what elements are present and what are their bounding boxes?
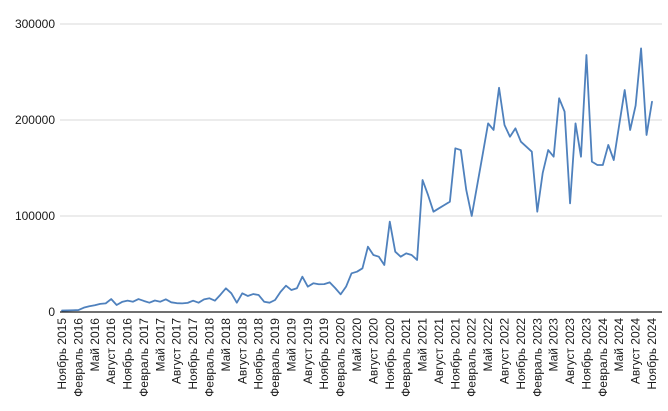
x-tick-label: Май 2021 bbox=[416, 318, 430, 372]
x-tick-label: Ноябрь 2016 bbox=[121, 318, 135, 390]
x-tick-label: Август 2022 bbox=[498, 318, 512, 384]
x-tick-label: Февраль 2022 bbox=[465, 318, 479, 397]
x-tick-label: Ноябрь 2022 bbox=[514, 318, 528, 390]
x-tick-label: Февраль 2020 bbox=[334, 318, 348, 397]
x-tick-label: Февраль 2018 bbox=[203, 318, 217, 397]
horizontal-gridlines bbox=[60, 23, 662, 217]
x-tick-label: Февраль 2017 bbox=[137, 318, 151, 397]
x-tick-label: Май 2016 bbox=[88, 318, 102, 372]
x-tick-label: Август 2023 bbox=[563, 318, 577, 384]
x-tick-label: Ноябрь 2023 bbox=[579, 318, 593, 390]
x-tick-label: Февраль 2024 bbox=[596, 318, 610, 397]
x-tick-label: Февраль 2023 bbox=[530, 318, 544, 397]
x-tick-label: Май 2024 bbox=[612, 318, 626, 372]
x-tick-label: Август 2016 bbox=[104, 318, 118, 384]
x-tick-label: Август 2019 bbox=[301, 318, 315, 384]
x-tick-label: Ноябрь 2020 bbox=[383, 318, 397, 390]
y-tick-label: 100000 bbox=[15, 209, 55, 223]
x-tick-label: Май 2022 bbox=[481, 318, 495, 372]
x-tick-label: Май 2017 bbox=[153, 318, 167, 372]
x-tick-label: Май 2020 bbox=[350, 318, 364, 372]
y-tick-label: 0 bbox=[48, 305, 55, 319]
x-tick-label: Февраль 2021 bbox=[399, 318, 413, 397]
y-tick-label: 300000 bbox=[15, 17, 55, 31]
x-tick-label: Ноябрь 2024 bbox=[645, 318, 659, 390]
x-tick-label: Ноябрь 2018 bbox=[252, 318, 266, 390]
x-tick-label: Август 2024 bbox=[629, 318, 643, 384]
x-tick-label: Ноябрь 2019 bbox=[317, 318, 331, 390]
x-tick-label: Август 2017 bbox=[170, 318, 184, 384]
x-tick-label: Август 2021 bbox=[432, 318, 446, 384]
x-tick-label: Май 2023 bbox=[547, 318, 561, 372]
x-axis-tick-labels: Ноябрь 2015 Февраль 2016 Май 2016 Август 20… bbox=[55, 318, 659, 397]
x-tick-label: Май 2019 bbox=[284, 318, 298, 372]
x-tick-label: Февраль 2016 bbox=[71, 318, 85, 397]
x-tick-label: Ноябрь 2017 bbox=[186, 318, 200, 390]
data-series-line bbox=[61, 47, 653, 312]
y-axis-tick-labels: 0 100000 200000 300000 bbox=[15, 17, 55, 319]
x-tick-label: Ноябрь 2015 bbox=[55, 318, 69, 390]
x-tick-label: Август 2020 bbox=[366, 318, 380, 384]
x-tick-label: Февраль 2019 bbox=[268, 318, 282, 397]
x-tick-label: Ноябрь 2021 bbox=[448, 318, 462, 390]
x-tick-label: Август 2018 bbox=[235, 318, 249, 384]
y-tick-label: 200000 bbox=[15, 113, 55, 127]
data-series-group bbox=[61, 47, 653, 312]
x-tick-label: Май 2018 bbox=[219, 318, 233, 372]
